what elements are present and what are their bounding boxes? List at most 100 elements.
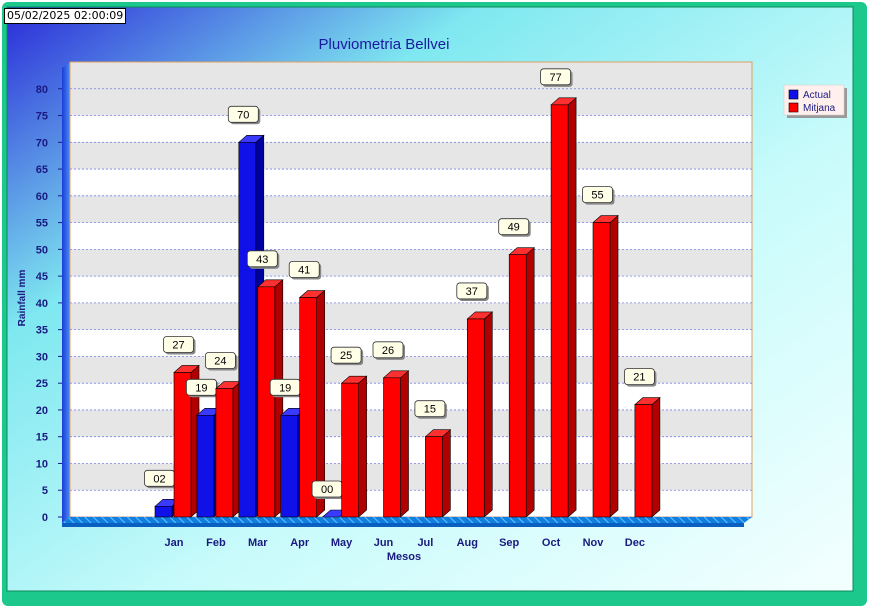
data-label-mitjana-may: 25 [330, 346, 364, 366]
x-tick-label: Mar [248, 537, 268, 549]
bar-mitjana-may-side [358, 375, 367, 518]
bar-mitjana-mar [257, 279, 284, 518]
data-label-mitjana-oct-box [540, 68, 571, 86]
data-label-mitjana-sep: 49 [498, 218, 531, 237]
bar-mitjana-feb [215, 380, 242, 518]
floor [62, 517, 752, 523]
data-label-mitjana-may-box [330, 346, 362, 364]
y-tick-label: 30 [36, 351, 48, 363]
data-label-mitjana-sep-text: 49 [508, 222, 520, 234]
data-label-actual-mar-text: 70 [237, 109, 249, 121]
data-label-mitjana-sep-box [498, 218, 530, 236]
data-label-mitjana-dec-text: 21 [633, 372, 645, 384]
data-label-mitjana-oct-text: 77 [549, 72, 561, 84]
bar-mitjana-nov-side [609, 214, 619, 518]
grid-band [70, 222, 752, 250]
bar-mitjana-aug-side [483, 311, 493, 518]
y-axis-label: Rainfall mm [17, 270, 28, 327]
bar-mitjana-may-front [341, 382, 359, 518]
data-label-actual-jan-text: 02 [153, 473, 165, 485]
data-label-mitjana-mar-text: 43 [256, 254, 268, 266]
bar-mitjana-nov [592, 214, 619, 518]
y-tick-label: 40 [36, 298, 48, 310]
bar-mitjana-jul-side [442, 429, 451, 518]
data-label-mitjana-dec: 21 [624, 368, 657, 387]
x-tick-label: Jun [374, 537, 394, 549]
data-label-mitjana-feb: 24 [204, 352, 238, 371]
bar-mitjana-jun-front [383, 377, 401, 518]
data-label-mitjana-dec-box [624, 368, 655, 385]
bar-mitjana-dec-front [634, 404, 653, 518]
y-tick-label: 60 [36, 191, 48, 203]
x-tick-label: Oct [542, 537, 561, 549]
bar-mitjana-dec [634, 396, 661, 518]
data-label-mitjana-aug-text: 37 [466, 286, 478, 298]
bar-mitjana-mar-front [257, 286, 276, 518]
data-label-actual-feb: 19 [185, 378, 219, 398]
data-label-mitjana-jan: 27 [163, 336, 196, 355]
data-label-actual-apr-text: 19 [279, 382, 291, 394]
bar-mitjana-jan-front [173, 372, 192, 518]
data-label-mitjana-feb-box [204, 352, 236, 369]
data-label-mitjana-mar: 43 [246, 250, 280, 269]
data-label-mitjana-aug-box [456, 282, 488, 300]
data-label-mitjana-apr-box [288, 261, 320, 278]
data-label-actual-mar: 70 [227, 105, 261, 125]
y-tick-label: 75 [36, 111, 48, 123]
data-label-actual-mar-box [227, 105, 259, 123]
y-tick-label: 20 [36, 405, 48, 417]
y-tick-label: 25 [36, 378, 48, 390]
y-tick-label: 80 [36, 84, 48, 96]
data-label-mitjana-mar-box [246, 250, 278, 268]
data-label-mitjana-may-text: 25 [340, 350, 352, 362]
y-tick-label: 70 [36, 137, 48, 149]
legend-swatch-mitjana [788, 102, 799, 113]
bar-mitjana-feb-front [215, 388, 234, 518]
data-label-mitjana-jul: 15 [414, 400, 447, 419]
bar-mitjana-jul-front [425, 436, 443, 518]
timestamp-label: 05/02/2025 02:00:09 [4, 8, 127, 24]
floor-edge [62, 523, 744, 527]
data-label-actual-feb-text: 19 [195, 382, 207, 394]
chart-title: Pluviometria Bellvei [319, 36, 450, 53]
x-tick-label: Jul [417, 537, 433, 549]
bar-mitjana-jul [424, 429, 452, 518]
data-label-mitjana-jul-text: 15 [424, 404, 436, 416]
bar-mitjana-nov-front [592, 222, 611, 518]
x-tick-label: Aug [457, 537, 478, 549]
bar-mitjana-sep-side [525, 247, 535, 518]
y-tick-label: 35 [36, 325, 48, 337]
bar-mitjana-apr [298, 289, 326, 518]
data-label-actual-apr: 19 [269, 378, 303, 398]
bar-mitjana-sep-front [508, 254, 527, 518]
y-tick-label: 45 [36, 271, 48, 283]
bar-mitjana-aug-front [466, 318, 485, 518]
data-label-mitjana-feb-text: 24 [214, 356, 226, 368]
left-wall [62, 62, 70, 523]
grid-band [70, 169, 752, 196]
data-label-actual-may: 00 [311, 480, 345, 499]
data-label-mitjana-nov: 55 [582, 186, 615, 205]
data-label-mitjana-jan-text: 27 [172, 339, 184, 351]
grid-band [70, 276, 752, 303]
data-label-actual-jan: 02 [144, 469, 177, 489]
data-label-mitjana-nov-box [582, 186, 613, 203]
grid-band [70, 115, 752, 143]
legend-label-actual: Actual [803, 90, 831, 101]
grid-band [70, 88, 752, 116]
bar-mitjana-may [340, 375, 368, 518]
data-label-actual-feb-box [185, 378, 217, 396]
y-tick-label: 0 [42, 512, 48, 524]
y-tick-label: 5 [42, 485, 48, 497]
bar-mitjana-jun [382, 370, 410, 518]
data-label-mitjana-jun-box [372, 341, 404, 359]
bar-mitjana-oct-side [567, 97, 577, 518]
grid-band [70, 142, 752, 170]
x-tick-label: Sep [499, 537, 519, 549]
x-tick-label: Feb [206, 537, 226, 549]
bar-mitjana-aug [466, 311, 494, 518]
x-tick-label: Apr [290, 537, 310, 549]
x-tick-label: Nov [583, 537, 605, 549]
bar-mitjana-oct-front [550, 104, 569, 518]
